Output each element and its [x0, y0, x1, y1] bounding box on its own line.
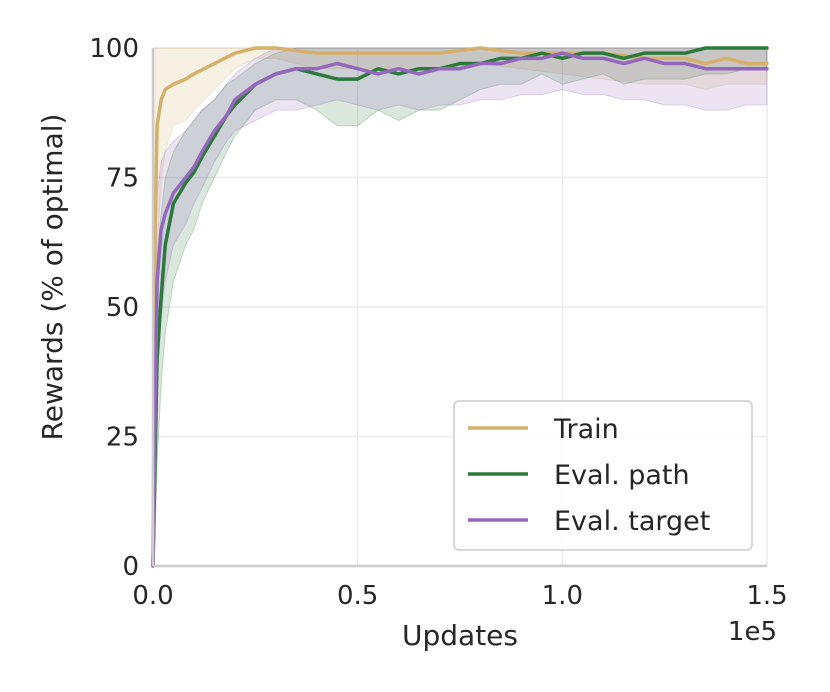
x-tick-label: 0.0 — [132, 581, 173, 611]
y-tick-label: 25 — [106, 423, 139, 453]
series-lines — [151, 46, 769, 568]
x-axis-offset-text: 1e5 — [728, 617, 777, 647]
tick-labels: 0.0 0.5 1.0 1.5 0 25 50 75 100 — [89, 34, 787, 611]
eval-target-band — [152, 47, 768, 567]
y-axis-label: Rewards (% of optimal) — [36, 114, 69, 441]
axes-spines — [151, 48, 767, 568]
x-tick-label: 1.0 — [542, 581, 583, 611]
eval-path-legend-label: Eval. path — [554, 460, 690, 491]
train-line — [151, 46, 769, 568]
eval-target-legend-label: Eval. target — [554, 506, 710, 537]
confidence-bands — [152, 47, 768, 567]
legend: Train Eval. path Eval. target — [453, 400, 753, 551]
legend-box — [453, 400, 753, 551]
y-tick-label: 0 — [122, 552, 139, 582]
y-tick-label: 100 — [89, 34, 139, 64]
x-tick-label: 0.5 — [337, 581, 378, 611]
train-band — [152, 47, 768, 567]
y-tick-label: 50 — [106, 293, 139, 323]
y-tick-label: 75 — [106, 164, 139, 194]
x-axis-label: Updates — [402, 619, 518, 652]
train-legend-label: Train — [553, 414, 619, 445]
eval-target-line — [151, 51, 769, 568]
x-tick-label: 1.5 — [746, 581, 787, 611]
